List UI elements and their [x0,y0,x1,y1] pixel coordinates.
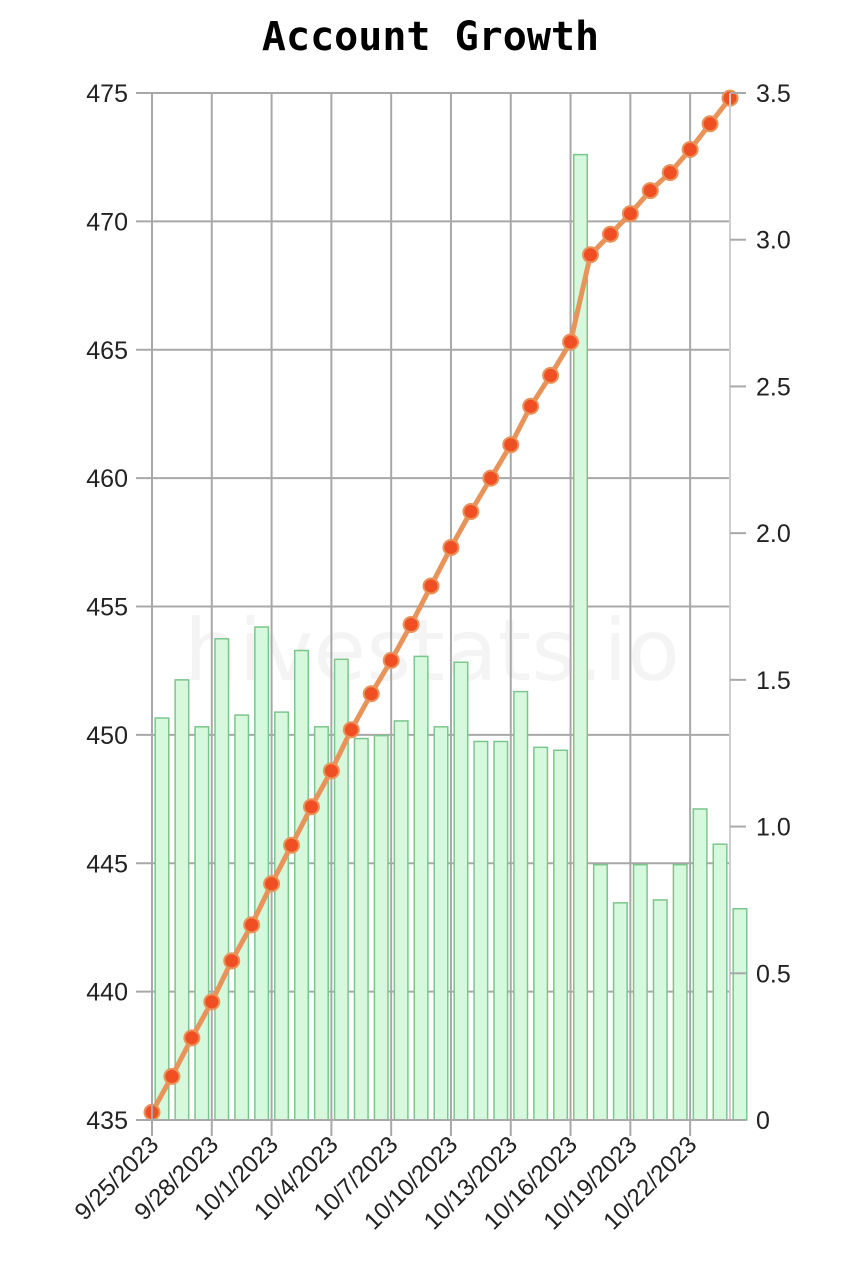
bar [274,711,290,1121]
left-tick-label: 470 [86,208,128,236]
bar [533,746,549,1121]
line-point [701,115,719,133]
line-point [581,246,599,264]
x-axis-ticks: 9/25/20239/28/202310/1/202310/4/202310/7… [70,1120,702,1235]
line-point [681,140,699,158]
line-point [482,469,500,487]
bar [154,717,170,1121]
line-markers [143,89,739,1121]
line-point [562,333,580,351]
bar [592,863,608,1121]
line-point [243,916,261,934]
line-point [263,875,281,893]
bar [254,626,270,1121]
line-point [183,1029,201,1047]
bar [194,726,210,1121]
line-point [362,685,380,703]
bar [732,907,748,1121]
left-tick-label: 455 [86,594,128,622]
bar [373,734,389,1121]
right-tick-label: 3.5 [756,80,791,108]
bar [413,655,429,1121]
bar-series [154,153,748,1121]
right-tick-label: 1.0 [756,814,791,842]
bar [692,808,708,1121]
right-tick-label: 0.5 [756,960,791,988]
left-tick-label: 465 [86,337,128,365]
bar [234,714,250,1121]
line-point [522,397,540,415]
left-tick-label: 435 [86,1107,128,1135]
bar [652,899,668,1121]
bar [433,726,449,1121]
left-tick-label: 450 [86,722,128,750]
bar [513,690,529,1121]
bar [214,638,230,1121]
bar [672,863,688,1121]
left-tick-label: 475 [86,80,128,108]
line-point [283,836,301,854]
right-tick-label: 3.0 [756,227,791,255]
right-tick-label: 2.0 [756,520,791,548]
bar [712,843,728,1121]
line-point [342,721,360,739]
line-point [223,952,241,970]
line-point [402,615,420,633]
line-point [621,205,639,223]
line-point [163,1067,181,1085]
line-point [322,762,340,780]
bar [612,902,628,1121]
bar [493,740,509,1121]
line-point [442,538,460,556]
bar [473,740,489,1121]
bar [353,737,369,1121]
left-tick-label: 460 [86,465,128,493]
left-axis-ticks: 435 440 445 450 455 460 465 470 475 [86,80,152,1135]
chart-title: Account Growth [261,14,600,60]
line-point [203,993,221,1011]
left-tick-label: 440 [86,979,128,1007]
line-point [661,164,679,182]
bar [453,661,469,1121]
line-point [542,366,560,384]
bar [632,863,648,1121]
line-point [462,503,480,521]
left-tick-label: 445 [86,850,128,878]
bar [393,720,409,1121]
line-point [422,577,440,595]
right-axis-ticks: 0 0.5 1.0 1.5 2.0 2.5 3.0 3.5 [730,80,791,1135]
line-point [302,798,320,816]
right-tick-label: 2.5 [756,373,791,401]
line-point [601,225,619,243]
right-tick-label: 1.5 [756,667,791,695]
bar [553,749,569,1121]
line-point [382,651,400,669]
line-point [502,436,520,454]
bar [293,649,310,1121]
right-tick-label: 0 [756,1107,770,1135]
line-point [641,182,659,200]
